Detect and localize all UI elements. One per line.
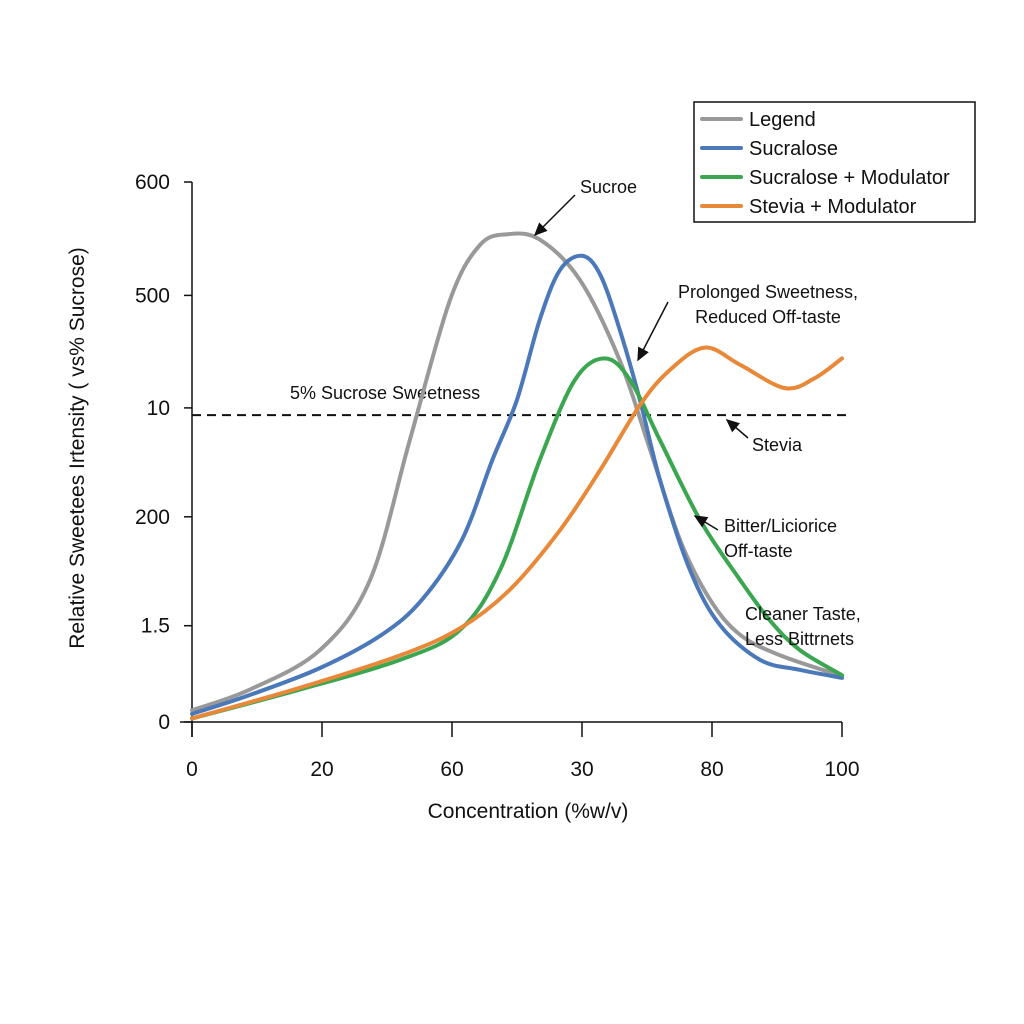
annotation-bitter: Bitter/Liciorice Off-taste [693, 515, 837, 561]
x-tick-label: 80 [700, 758, 723, 781]
annotation-text: Cleaner Taste, [745, 604, 861, 624]
annotation-arrow [725, 419, 749, 439]
x-tick-label: 30 [570, 758, 593, 781]
annotation-stevia: Stevia [725, 419, 803, 455]
y-tick-label: 200 [135, 506, 170, 529]
annotation-text: Reduced Off-taste [695, 307, 841, 327]
legend-label: Stevia + Modulator [749, 196, 917, 218]
annotation-arrow [637, 301, 669, 362]
annotation-text: Less Bittrnets [745, 629, 854, 649]
y-tick-label: 600 [135, 171, 170, 194]
series-line-sucralose [190, 253, 844, 716]
y-axis-label: Relative Sweetees Irtensity ( vs% Sucros… [66, 247, 89, 648]
series-line-legend [190, 231, 844, 713]
annotations: Sucroe Prolonged Sweetness, Reduced Off-ta… [533, 177, 861, 649]
series-line-sucralose-modulator [190, 356, 844, 721]
series-group [190, 231, 844, 721]
annotation-text: Sucroe [580, 177, 637, 197]
x-axis-label: Concentration (%w/v) [428, 800, 629, 823]
annotation-text: Bitter/Liciorice [724, 516, 837, 536]
legend: Legend Sucralose Sucralose + Modulator Stev… [693, 101, 976, 223]
legend-box [693, 101, 976, 223]
annotation-text: Off-taste [724, 541, 793, 561]
annotation-sucroe: Sucroe [533, 177, 637, 237]
x-tick-label: 60 [440, 758, 463, 781]
reference-line-label: 5% Sucrose Sweetness [290, 383, 480, 403]
y-ticks: 600 500 10 200 1.5 0 [135, 171, 192, 734]
y-tick-label: 1.5 [141, 615, 170, 638]
y-tick-label: 500 [135, 284, 170, 307]
y-tick-label: 0 [158, 711, 170, 734]
annotation-text: Prolonged Sweetness, [678, 282, 858, 302]
series-line-stevia-modulator [190, 345, 844, 721]
x-tick-label: 100 [824, 758, 859, 781]
annotation-arrow [533, 194, 576, 237]
axes [180, 182, 842, 737]
y-tick-label: 10 [147, 397, 170, 420]
annotation-prolonged: Prolonged Sweetness, Reduced Off-taste [637, 282, 858, 362]
x-ticks: 0 20 60 30 80 100 [186, 722, 860, 781]
legend-label: Sucralose [749, 138, 838, 160]
annotation-cleaner: Cleaner Taste, Less Bittrnets [745, 604, 861, 649]
reference-line-group: 5% Sucrose Sweetness [192, 383, 850, 417]
x-tick-label: 20 [310, 758, 333, 781]
annotation-text: Stevia [752, 435, 803, 455]
annotation-arrow [693, 515, 719, 531]
legend-label: Legend [749, 109, 816, 131]
legend-label: Sucralose + Modulator [749, 167, 950, 189]
x-tick-label: 0 [186, 758, 198, 781]
